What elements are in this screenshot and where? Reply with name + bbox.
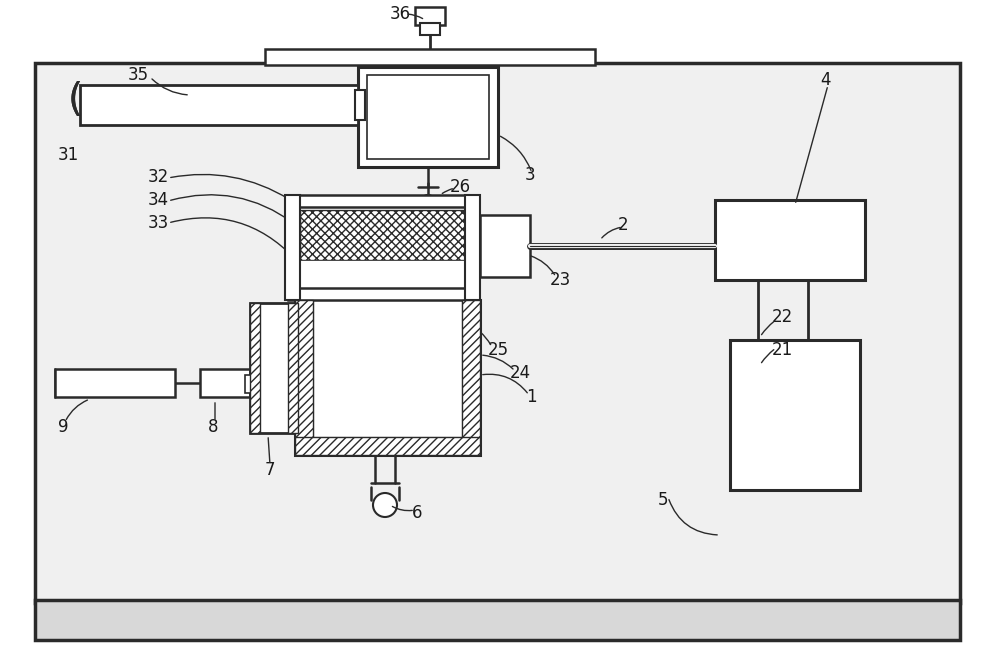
Bar — [300, 210, 465, 260]
Bar — [295, 300, 480, 455]
Text: 4: 4 — [820, 71, 830, 89]
Bar — [730, 340, 860, 490]
Text: 1: 1 — [526, 388, 537, 406]
Text: 9: 9 — [58, 418, 68, 436]
Text: 7: 7 — [265, 461, 276, 479]
Bar — [358, 67, 498, 167]
Text: 22: 22 — [772, 308, 793, 326]
Text: 36: 36 — [390, 5, 411, 23]
Bar — [35, 600, 960, 640]
Bar — [465, 195, 480, 300]
Circle shape — [420, 195, 436, 211]
Text: 35: 35 — [128, 66, 149, 84]
Text: 3: 3 — [525, 166, 536, 184]
Bar — [367, 75, 489, 159]
Text: 25: 25 — [488, 341, 509, 359]
Bar — [355, 90, 365, 120]
Bar — [295, 200, 470, 300]
Text: 5: 5 — [658, 491, 668, 509]
Bar — [265, 49, 595, 65]
Text: (: ( — [67, 81, 83, 119]
Bar — [288, 195, 477, 207]
Bar — [80, 85, 358, 125]
Bar — [55, 369, 175, 397]
Bar — [295, 437, 480, 455]
Bar — [250, 303, 260, 433]
Text: 26: 26 — [450, 178, 471, 196]
Text: 33: 33 — [148, 214, 169, 232]
Bar — [715, 200, 865, 280]
Text: 23: 23 — [550, 271, 571, 289]
Bar — [313, 300, 462, 437]
Text: (: ( — [67, 81, 83, 119]
Text: 32: 32 — [148, 168, 169, 186]
Text: 21: 21 — [772, 341, 793, 359]
Text: 8: 8 — [208, 418, 218, 436]
Bar — [480, 215, 530, 277]
Bar — [295, 300, 313, 455]
Text: 6: 6 — [412, 504, 422, 522]
Bar — [200, 369, 250, 397]
Bar — [300, 260, 465, 288]
Circle shape — [373, 493, 397, 517]
Bar — [288, 303, 298, 433]
Bar — [415, 7, 445, 25]
Text: 34: 34 — [148, 191, 169, 209]
Bar — [288, 288, 477, 300]
Text: 2: 2 — [618, 216, 629, 234]
Bar — [250, 303, 298, 433]
Bar — [245, 375, 253, 393]
Text: 31: 31 — [58, 146, 79, 164]
Bar — [35, 63, 960, 603]
Bar — [285, 195, 300, 300]
Text: 24: 24 — [510, 364, 531, 382]
Bar — [462, 300, 480, 455]
Bar — [420, 23, 440, 35]
